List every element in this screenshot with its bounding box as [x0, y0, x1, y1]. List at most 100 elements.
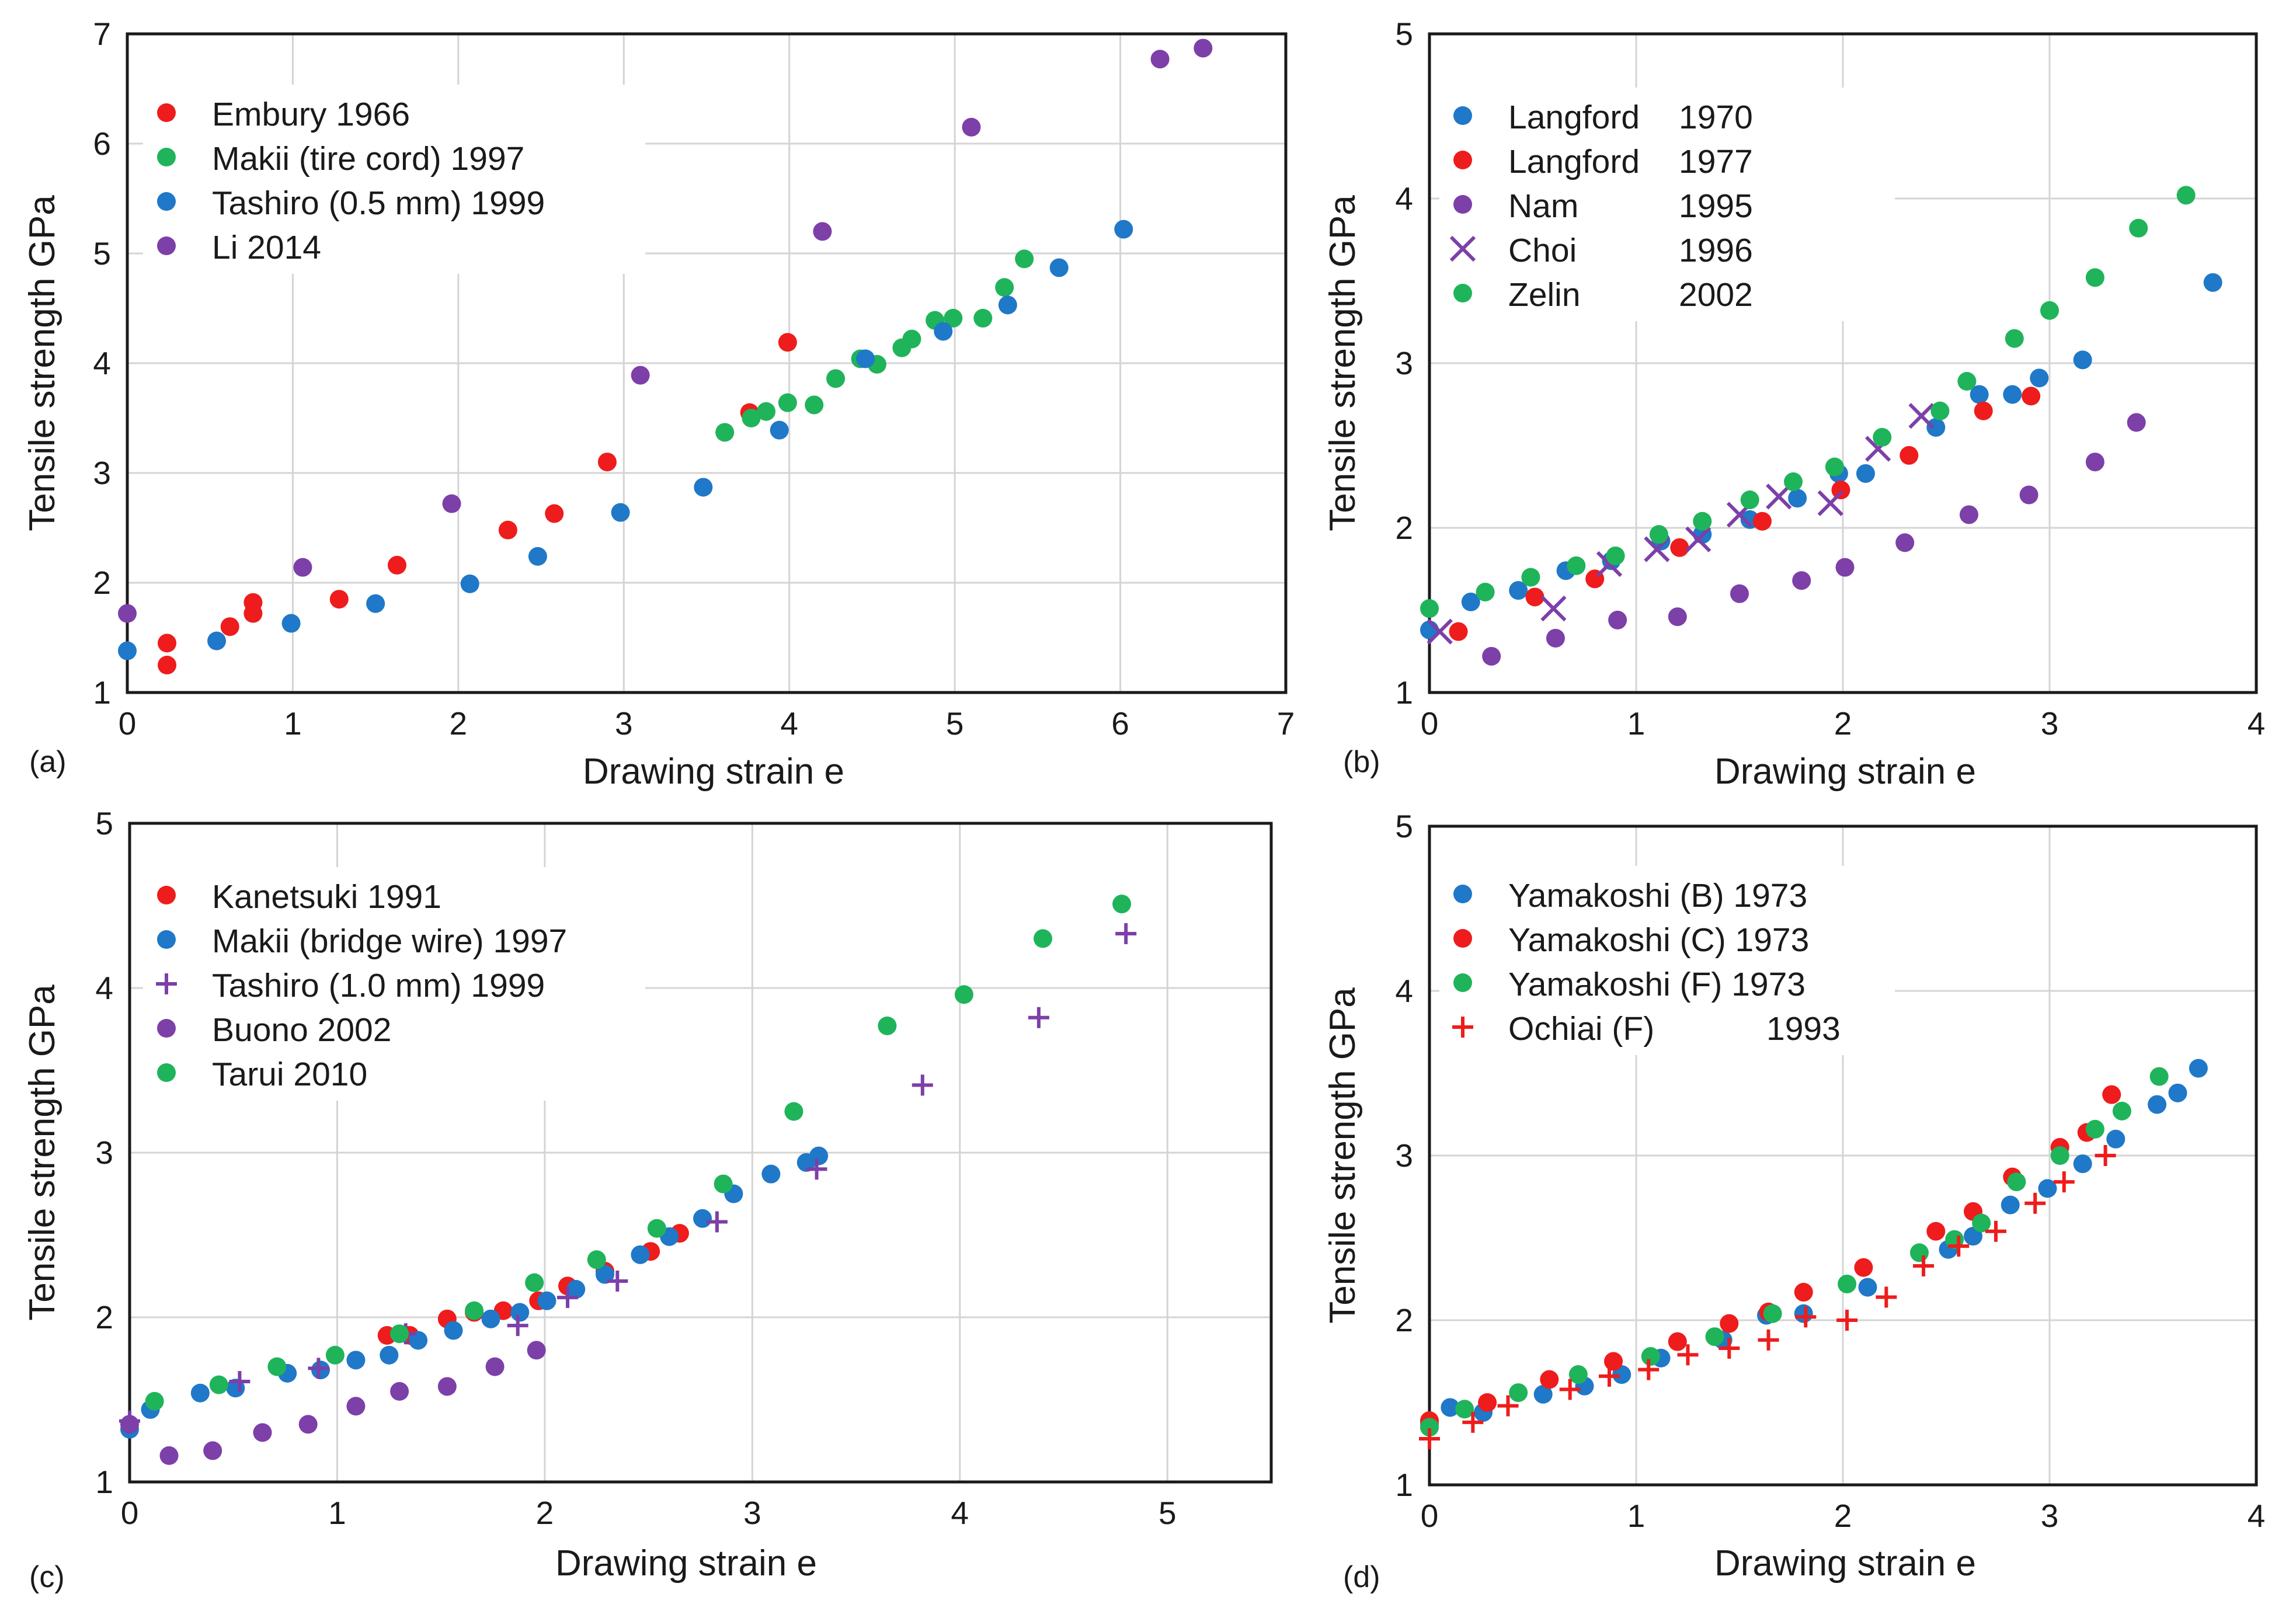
plot-frame: [1428, 824, 2258, 1487]
x-tick-label: 0: [1421, 705, 1439, 742]
data-point: [761, 1164, 781, 1184]
data-point: [587, 1250, 606, 1269]
plot-frame: [126, 32, 1288, 694]
data-point: [1420, 1418, 1439, 1437]
legend-entry: Yamakoshi (F) 1973: [1508, 966, 1806, 1003]
data-point: [770, 420, 789, 440]
data-point: [1476, 582, 1495, 601]
x-tick-label: 6: [1111, 705, 1129, 742]
x-tick-label: 5: [1159, 1495, 1177, 1531]
data-point: [1114, 220, 1133, 239]
legend-marker: [156, 973, 177, 994]
data-point: [207, 631, 227, 650]
legend-marker: [1453, 885, 1472, 903]
data-point: [1150, 50, 1170, 69]
data-point: [1478, 1393, 1497, 1412]
data-point: [1028, 1007, 1049, 1028]
data-point: [2040, 301, 2059, 320]
data-point: [1449, 622, 1468, 641]
y-tick-label: 1: [1395, 1467, 1413, 1503]
panel-label: (d): [1343, 1560, 1380, 1594]
data-point: [1972, 1213, 1991, 1233]
data-point: [190, 1383, 210, 1403]
data-point: [1540, 1370, 1559, 1389]
y-tick-label: 4: [1395, 973, 1413, 1009]
legend-entry: Kanetsuki 1991: [212, 878, 441, 916]
data-point: [2149, 1067, 2169, 1086]
data-point: [1419, 1428, 1440, 1450]
legend-marker: [157, 148, 176, 166]
legend-entry: Yamakoshi (B) 1973: [1508, 877, 1807, 914]
data-point: [1677, 1344, 1699, 1366]
data-point: [784, 1102, 803, 1121]
panel-label: (a): [29, 745, 67, 779]
x-tick-label: 1: [1627, 705, 1646, 742]
data-point: [537, 1291, 556, 1310]
data-point: [1873, 427, 1892, 447]
data-point: [2003, 385, 2022, 404]
data-point: [1608, 610, 1627, 629]
legend-marker: [157, 930, 176, 949]
data-point: [366, 594, 385, 613]
x-tick-label: 0: [1421, 1498, 1439, 1534]
data-point: [444, 1321, 463, 1340]
data-point: [2073, 1154, 2092, 1174]
data-point: [912, 1074, 933, 1096]
legend-entry: Ochiai (F): [1508, 1010, 1654, 1048]
y-tick-label: 2: [95, 1299, 113, 1335]
data-point: [2106, 1129, 2125, 1149]
data-point: [1720, 1314, 1739, 1333]
data-point: [2102, 1085, 2121, 1104]
x-tick-label: 1: [284, 705, 302, 742]
data-point: [528, 547, 547, 566]
legend-marker: [1453, 195, 1472, 214]
y-tick-label: 3: [1395, 1137, 1413, 1174]
data-point: [293, 558, 312, 577]
data-point: [2085, 453, 2104, 472]
data-point: [595, 1265, 614, 1284]
data-point: [253, 1423, 272, 1442]
data-point: [1546, 628, 1565, 648]
data-point: [706, 1211, 728, 1233]
data-point: [1838, 1274, 1857, 1293]
data-point: [1766, 483, 1792, 510]
y-tick-label: 3: [95, 1135, 113, 1171]
legend-entry: Buono 2002: [212, 1011, 391, 1049]
y-axis-label: Tensile strength GPa: [22, 195, 62, 531]
data-point: [1540, 596, 1567, 622]
data-point: [954, 985, 973, 1004]
data-point: [611, 503, 630, 522]
x-tick-label: 4: [951, 1495, 969, 1531]
data-point: [498, 520, 517, 540]
data-point: [1567, 556, 1586, 575]
data-point: [1533, 1384, 1553, 1404]
data-point: [1015, 249, 1034, 269]
data-point: [2112, 1101, 2131, 1121]
data-point: [995, 278, 1014, 297]
data-point: [220, 617, 239, 636]
data-point: [120, 1415, 139, 1434]
data-point: [481, 1309, 500, 1328]
y-axis-label: Tensile strength GPa: [22, 984, 62, 1321]
y-axis-label: Tensile strength GPa: [1323, 987, 1363, 1324]
data-point: [1957, 372, 1977, 391]
data-point: [1509, 1383, 1528, 1403]
data-point: [1740, 490, 1759, 510]
data-point: [281, 614, 301, 633]
data-point: [158, 656, 177, 674]
data-point: [742, 409, 761, 427]
data-point: [1462, 1411, 1484, 1433]
data-point: [1876, 1286, 1897, 1308]
data-point-b: [1685, 526, 1711, 552]
y-tick-label: 2: [1395, 510, 1413, 546]
data-point: [1668, 1332, 1687, 1351]
legend-entry: Zelin: [1508, 276, 1581, 314]
data-point: [1970, 385, 1989, 404]
data-point: [557, 1287, 579, 1309]
data-point: [2038, 1179, 2057, 1198]
y-tick-label: 3: [93, 455, 111, 491]
data-point: [1649, 525, 1668, 544]
data-point: [2022, 387, 2041, 406]
